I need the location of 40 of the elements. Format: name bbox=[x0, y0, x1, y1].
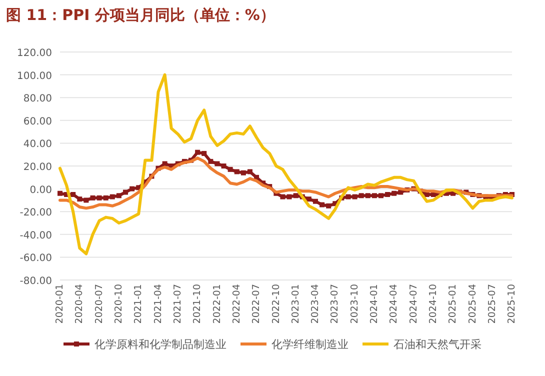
chart-title: 图 11：PPI 分项当月同比（单位：%） bbox=[6, 6, 275, 24]
x-tick-label: 2022-01 bbox=[212, 284, 223, 324]
x-tick-label: 2020-07 bbox=[94, 284, 105, 324]
x-tick-label: 2025-01 bbox=[448, 284, 459, 324]
legend-label: 化学纤维制造业 bbox=[272, 338, 348, 351]
x-tick-label: 2023-04 bbox=[310, 284, 322, 324]
y-tick-label: -60.00 bbox=[20, 253, 52, 264]
y-tick-label: -80.00 bbox=[20, 276, 52, 287]
x-tick-label: 2021-07 bbox=[172, 284, 184, 324]
y-tick-label: 120.00 bbox=[17, 48, 52, 59]
legend-label: 石油和天然气开采 bbox=[394, 338, 482, 351]
x-tick-label: 2022-07 bbox=[251, 284, 262, 324]
y-tick-label: -20.00 bbox=[20, 208, 52, 219]
x-tick-label: 2023-01 bbox=[290, 284, 302, 324]
x-tick-label: 2024-01 bbox=[369, 284, 380, 324]
y-tick-label: 20.00 bbox=[23, 162, 52, 173]
x-tick-label: 2024-07 bbox=[408, 284, 420, 324]
legend-label: 化学原料和化学制品制造业 bbox=[94, 338, 226, 351]
x-tick-label: 2021-04 bbox=[152, 284, 164, 324]
x-tick-label: 2025-04 bbox=[467, 284, 478, 324]
x-tick-label: 2024-04 bbox=[388, 284, 400, 324]
x-tick-label: 2020-01 bbox=[54, 284, 66, 324]
x-tick-label: 2022-10 bbox=[270, 284, 282, 324]
x-tick-label: 2022-04 bbox=[231, 284, 242, 324]
x-tick-label: 2021-01 bbox=[133, 284, 144, 324]
y-tick-label: 40.00 bbox=[23, 139, 52, 150]
x-tick-label: 2025-07 bbox=[486, 284, 498, 324]
y-tick-label: -40.00 bbox=[20, 230, 52, 242]
y-tick-label: 60.00 bbox=[23, 116, 52, 128]
x-tick-label: 2023-07 bbox=[330, 284, 341, 324]
x-tick-label: 2024-10 bbox=[428, 284, 439, 324]
y-tick-label: 100.00 bbox=[17, 70, 52, 82]
x-tick-label: 2025-10 bbox=[506, 284, 518, 324]
x-tick-label: 2020-10 bbox=[114, 284, 125, 324]
x-tick-label: 2023-10 bbox=[349, 284, 360, 324]
x-tick-label: 2020-04 bbox=[74, 284, 86, 324]
x-tick-label: 2021-10 bbox=[192, 284, 204, 324]
line-series bbox=[58, 73, 514, 256]
y-tick-label: 80.00 bbox=[23, 94, 52, 105]
y-tick-label: 0.00 bbox=[30, 184, 52, 196]
